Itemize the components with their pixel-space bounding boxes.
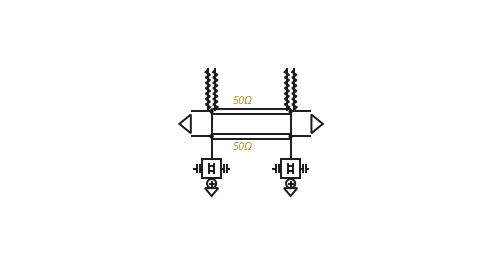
- Circle shape: [210, 110, 213, 113]
- Text: 50Ω: 50Ω: [233, 142, 253, 152]
- Circle shape: [289, 135, 292, 138]
- Text: 50Ω: 50Ω: [233, 96, 253, 106]
- Circle shape: [289, 110, 292, 113]
- Circle shape: [210, 135, 213, 138]
